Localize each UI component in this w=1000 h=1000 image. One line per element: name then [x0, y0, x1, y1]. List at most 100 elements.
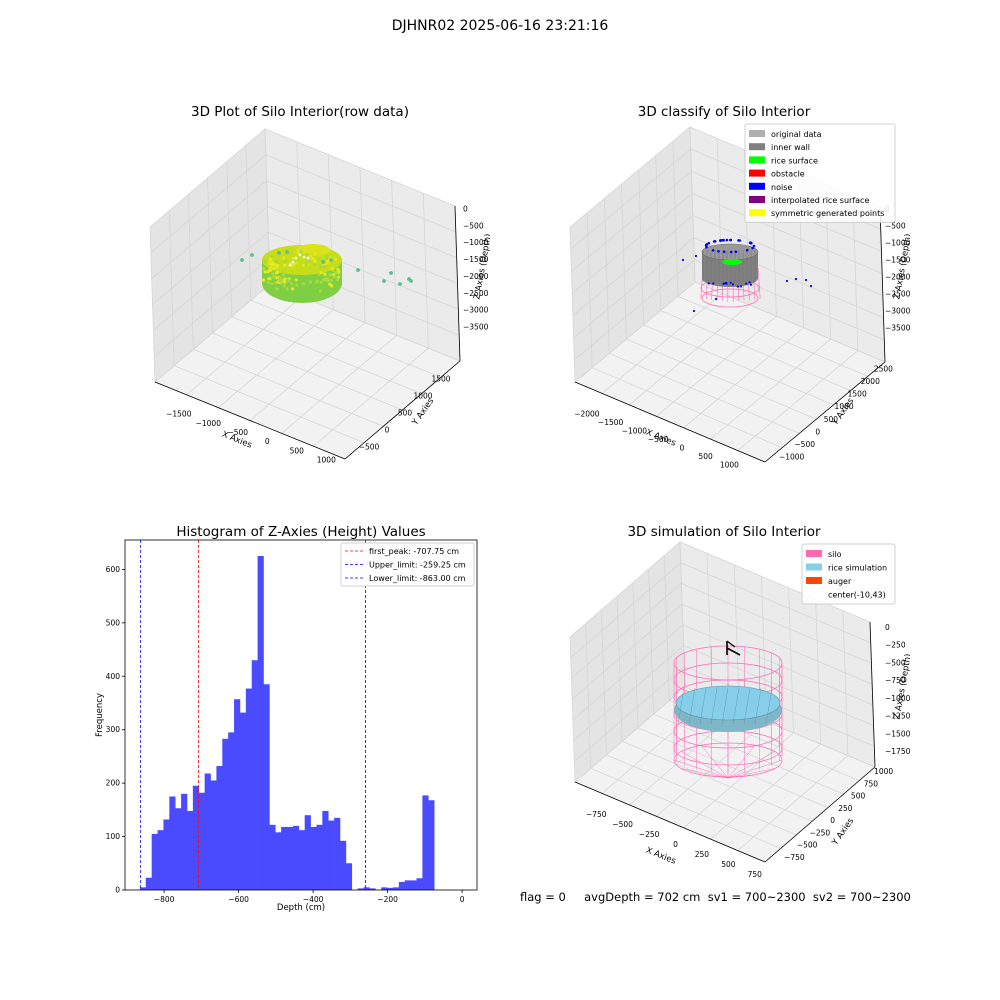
gridline-y: [616, 596, 813, 822]
histogram-bar: [192, 785, 200, 890]
cloud-point: [336, 278, 340, 282]
z-tick-label: −1750: [885, 747, 910, 756]
x-tick-label: 500: [721, 860, 736, 869]
cloud-point: [332, 275, 336, 279]
figure-title: DJHNR02 2025-06-16 23:21:16: [391, 18, 609, 34]
x-axis-line: [574, 781, 766, 863]
cloud-point: [291, 287, 295, 291]
cloud-point: [315, 279, 319, 283]
floor-pane: [575, 282, 885, 462]
outlier-point: [285, 250, 289, 254]
back-pane: [690, 127, 885, 362]
cloud-point: [336, 270, 340, 274]
noise-point: [694, 254, 698, 258]
chart-title: 3D simulation of Silo Interior: [627, 524, 821, 540]
cloud-point: [319, 280, 323, 285]
x-tick-label: 750: [748, 870, 763, 879]
histogram-bar: [216, 766, 223, 890]
classify-legend-swatch: [749, 196, 765, 203]
y-tick-label: 1000: [874, 767, 893, 776]
classify-legend-swatch: [749, 169, 765, 177]
histogram-bar: [369, 888, 376, 890]
cloud-point: [334, 271, 338, 275]
simulation-legend-label: center(-10,43): [828, 591, 886, 600]
chart-title: Histogram of Z-Axies (Height) Values: [176, 524, 425, 540]
cloud-point: [282, 263, 287, 267]
silo-cone-line: [727, 774, 756, 779]
panel-classify-3d-plot: −2000−1500−1000−500050010001500−1000−500…: [569, 104, 910, 470]
y-tick-label: 750: [864, 779, 879, 788]
x-tick-label: 0: [265, 437, 270, 446]
y-tick-label: 100: [106, 832, 121, 841]
silo-wire-line: [757, 267, 761, 299]
cloud-point: [288, 251, 292, 255]
cloud-point: [333, 257, 338, 261]
simulation-legend-frame: [801, 543, 896, 605]
y-axis-line: [764, 766, 876, 863]
gridline-y: [655, 155, 851, 391]
noise-point: [707, 241, 711, 245]
noise-point: [745, 248, 749, 252]
classify-legend-label: symmetric generated points: [771, 209, 884, 218]
z-tick-label: −1000: [885, 694, 910, 703]
cloud-point: [270, 254, 274, 259]
y-tick-label: 2500: [874, 364, 893, 373]
noise-point: [692, 309, 696, 313]
cloud-point: [262, 278, 266, 282]
noise-point: [745, 282, 748, 285]
y-tick-label: 500: [398, 409, 413, 418]
rice-surface-patch: [722, 259, 742, 265]
classify-legend-swatch: [749, 182, 765, 190]
classify-legend-label: noise: [771, 183, 792, 192]
histogram-bar: [398, 881, 406, 890]
histogram-bar: [175, 808, 182, 890]
x-tick-label: −1000: [196, 419, 222, 428]
histogram-bar: [410, 880, 417, 890]
cloud-point: [275, 263, 280, 267]
noise-point: [739, 285, 743, 288]
histogram-bar: [269, 824, 276, 890]
gridline-y: [638, 169, 834, 406]
noise-point: [809, 284, 813, 288]
z-tick-label: −250: [885, 641, 906, 650]
z-tick-label: −2000: [885, 273, 910, 282]
noise-point: [722, 250, 726, 254]
noise-point: [729, 281, 732, 284]
cloud-point: [313, 263, 317, 267]
y-axis-line: [764, 361, 886, 463]
x-tick-label: −1500: [598, 418, 624, 427]
histogram-bar: [145, 877, 152, 890]
cloud-point: [318, 263, 322, 267]
x-tick-label: −500: [648, 435, 669, 444]
noise-point: [704, 244, 708, 247]
histogram-bar: [292, 825, 300, 890]
noise-point: [748, 281, 751, 284]
histogram-bar: [157, 830, 164, 890]
classify-legend-label: obstacle: [771, 170, 805, 179]
histogram-bar: [204, 773, 211, 890]
y-tick-label: 0: [385, 426, 390, 435]
noise-point: [719, 239, 723, 242]
cloud-point: [282, 270, 286, 274]
histogram-bar: [228, 732, 235, 890]
x-tick-label: −600: [228, 895, 249, 904]
panel-raw-3d-plot: −1500−1000−50005001000−5000500100015000−…: [149, 104, 490, 464]
noise-point: [722, 282, 725, 285]
side-pane: [570, 127, 695, 382]
cloud-point: [271, 275, 276, 279]
y-tick-label: 500: [106, 618, 121, 627]
noise-point: [804, 278, 808, 282]
cloud-point: [272, 266, 276, 271]
x-tick-label: 0: [680, 443, 685, 452]
x-axis-label: Depth (cm): [277, 903, 325, 913]
cloud-point: [299, 250, 303, 254]
histogram-bar: [387, 887, 394, 890]
gridline-y: [585, 623, 781, 849]
x-tick-label: −250: [639, 830, 660, 839]
outlier-point: [398, 282, 402, 286]
x-tick-label: −500: [612, 820, 633, 829]
classify-legend-swatch: [749, 209, 765, 217]
z-tick-label: −1250: [885, 712, 910, 721]
y-tick-label: −500: [359, 443, 380, 452]
auger-mark: [726, 647, 741, 656]
